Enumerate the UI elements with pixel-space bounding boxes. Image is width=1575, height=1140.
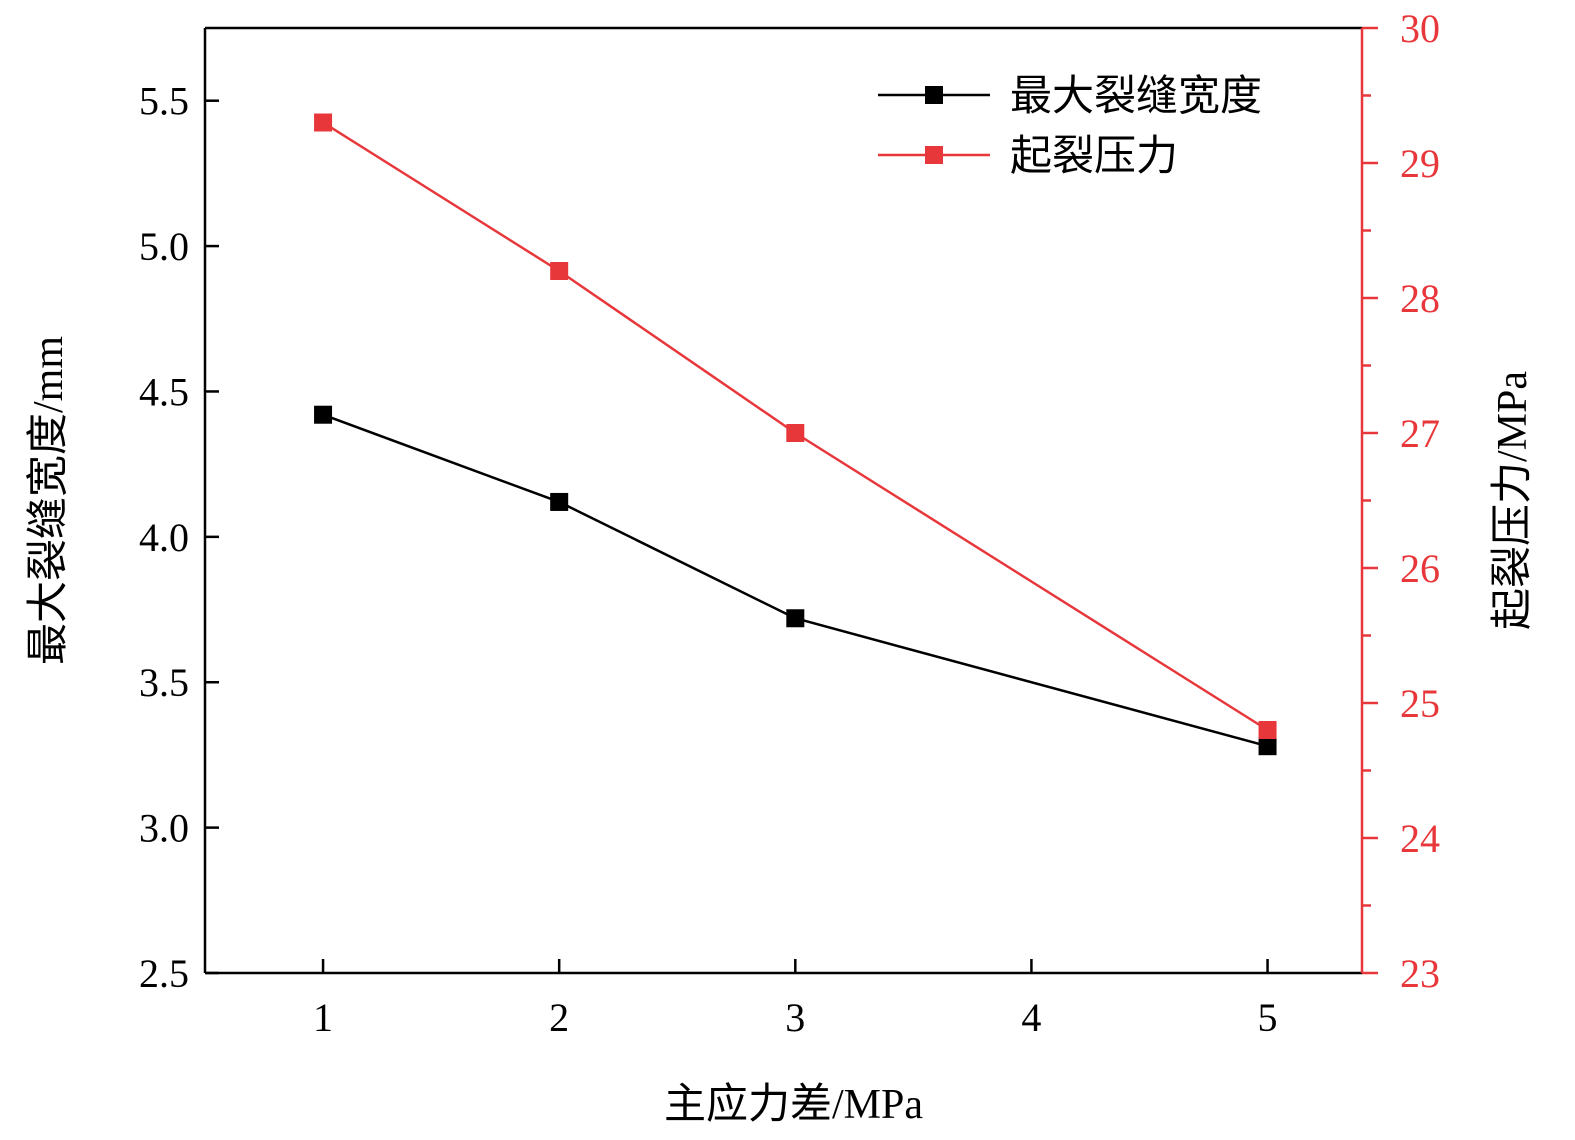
left-y-tick-label: 5.5	[139, 79, 189, 124]
series-line-initiation-pressure	[322, 121, 1269, 732]
legend-item-max-crack-width: 最大裂缝宽度	[878, 73, 1262, 120]
x-tick-label: 1	[313, 995, 333, 1040]
left-y-tick-label: 4.5	[139, 369, 189, 414]
legend-item-initiation-pressure: 起裂压力	[878, 134, 1178, 180]
left-y-tick-label: 5.0	[139, 224, 189, 269]
legend-marker-max-crack-width	[925, 86, 943, 104]
right-y-tick-label: 30	[1400, 6, 1440, 51]
right-y-axis-title: 起裂压力/MPa	[1490, 371, 1536, 630]
data-point-initiation-pressure	[786, 424, 805, 442]
legend: 最大裂缝宽度 起裂压力	[878, 73, 1262, 180]
right-y-tick-label: 29	[1400, 141, 1440, 186]
x-axis-title: 主应力差/MPa	[664, 1081, 923, 1128]
plot-frame	[203, 26, 1364, 975]
right-y-tick-label: 25	[1400, 681, 1440, 726]
left-y-tick-label: 3.5	[139, 660, 189, 705]
x-tick-label: 4	[1021, 995, 1041, 1040]
series-layer	[314, 113, 1277, 756]
right-y-tick-label: 24	[1400, 816, 1440, 861]
x-tick-label: 2	[549, 995, 569, 1040]
data-point-initiation-pressure	[1258, 721, 1277, 739]
right-y-tick-label: 27	[1400, 411, 1440, 456]
left-y-axis-title: 最大裂缝宽度/mm	[25, 336, 72, 665]
x-axis: 1 2 3 4 5	[313, 959, 1278, 1040]
right-y-tick-label: 26	[1400, 546, 1440, 591]
left-y-tick-label: 2.5	[139, 951, 189, 996]
data-point-max-crack-width	[550, 492, 569, 511]
data-point-max-crack-width	[786, 609, 805, 628]
data-point-initiation-pressure	[314, 113, 333, 132]
right-y-tick-label: 28	[1400, 276, 1440, 321]
legend-label-initiation-pressure: 起裂压力	[1010, 134, 1178, 180]
x-tick-label: 5	[1258, 995, 1278, 1040]
data-point-max-crack-width	[1258, 737, 1277, 756]
data-point-max-crack-width	[314, 405, 333, 424]
left-y-tick-label: 3.0	[139, 806, 189, 851]
x-tick-label: 3	[785, 995, 805, 1040]
right-y-axis: 23 24 25 26 27 28 29 30	[1362, 6, 1440, 996]
right-y-tick-label: 23	[1400, 951, 1440, 996]
legend-marker-initiation-pressure	[925, 146, 943, 164]
left-y-axis: 2.5 3.0 3.5 4.0 4.5 5.0 5.5	[139, 79, 219, 996]
data-point-initiation-pressure	[550, 262, 569, 280]
left-y-tick-label: 4.0	[139, 515, 189, 560]
legend-label-max-crack-width: 最大裂缝宽度	[1010, 73, 1262, 120]
series-line-max-crack-width	[322, 413, 1268, 748]
